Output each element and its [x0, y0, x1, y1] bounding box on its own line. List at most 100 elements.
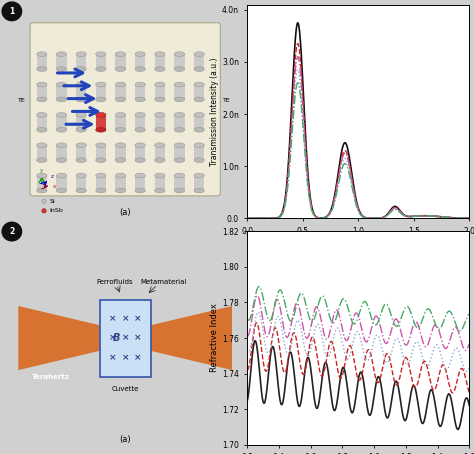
Text: ×: × [109, 314, 116, 323]
Bar [194, 145, 204, 160]
Bar [56, 115, 67, 130]
Ellipse shape [155, 67, 165, 71]
Ellipse shape [135, 188, 146, 193]
Text: 2: 2 [9, 227, 15, 236]
Ellipse shape [174, 82, 185, 87]
Bar [115, 54, 126, 69]
Bar [115, 115, 126, 130]
Bar [135, 84, 146, 99]
Bar [174, 176, 185, 191]
Bar [100, 300, 151, 376]
Ellipse shape [194, 158, 204, 163]
Ellipse shape [155, 82, 165, 87]
Polygon shape [151, 306, 232, 370]
Ellipse shape [76, 82, 86, 87]
Ellipse shape [36, 52, 47, 56]
Text: ×: × [121, 353, 129, 362]
Ellipse shape [174, 173, 185, 178]
Ellipse shape [96, 158, 106, 163]
Ellipse shape [115, 67, 126, 71]
Ellipse shape [56, 173, 67, 178]
Ellipse shape [155, 158, 165, 163]
Ellipse shape [135, 128, 146, 132]
Ellipse shape [56, 188, 67, 193]
Ellipse shape [194, 97, 204, 102]
Ellipse shape [174, 97, 185, 102]
Ellipse shape [174, 52, 185, 56]
Bar [174, 115, 185, 130]
Ellipse shape [174, 158, 185, 163]
Ellipse shape [96, 67, 106, 71]
Ellipse shape [135, 82, 146, 87]
Bar [194, 115, 204, 130]
Ellipse shape [155, 52, 165, 56]
Bar [36, 145, 47, 160]
Ellipse shape [174, 128, 185, 132]
Bar [194, 84, 204, 99]
Ellipse shape [174, 113, 185, 117]
Ellipse shape [56, 128, 67, 132]
Ellipse shape [56, 67, 67, 71]
Bar [96, 84, 106, 99]
Text: ×: × [134, 314, 142, 323]
Ellipse shape [36, 158, 47, 163]
Bar [36, 54, 47, 69]
Bar [115, 84, 126, 99]
Ellipse shape [194, 143, 204, 148]
Ellipse shape [76, 128, 86, 132]
Ellipse shape [155, 113, 165, 117]
Text: x: x [53, 184, 56, 189]
Ellipse shape [155, 143, 165, 148]
Bar [96, 54, 106, 69]
Ellipse shape [194, 82, 204, 87]
Ellipse shape [115, 128, 126, 132]
Text: TE: TE [223, 98, 231, 103]
Ellipse shape [135, 158, 146, 163]
Ellipse shape [36, 97, 47, 102]
Ellipse shape [36, 143, 47, 148]
Text: (b): (b) [352, 350, 365, 359]
Ellipse shape [174, 67, 185, 71]
Ellipse shape [174, 188, 185, 193]
Bar [56, 54, 67, 69]
Text: Ferrofluids: Ferrofluids [96, 280, 133, 286]
Ellipse shape [135, 143, 146, 148]
Text: ×: × [109, 353, 116, 362]
Text: InSb: InSb [49, 208, 63, 213]
Bar [76, 54, 86, 69]
Bar [76, 115, 86, 130]
Bar [76, 145, 86, 160]
Bar [96, 145, 106, 160]
Text: Metamaterial: Metamaterial [140, 280, 187, 286]
Bar [76, 176, 86, 191]
Text: Terahertz: Terahertz [31, 374, 69, 380]
Text: (a): (a) [119, 435, 131, 444]
Ellipse shape [76, 158, 86, 163]
Y-axis label: Refractive Index: Refractive Index [210, 304, 219, 372]
Bar [194, 176, 204, 191]
Text: z: z [50, 174, 53, 179]
Ellipse shape [96, 52, 106, 56]
Ellipse shape [115, 113, 126, 117]
Ellipse shape [115, 143, 126, 148]
Bar [135, 115, 146, 130]
Bar [76, 84, 86, 99]
Text: B: B [113, 333, 120, 343]
Bar [135, 176, 146, 191]
Text: y: y [40, 168, 44, 173]
Legend: 0 mT, 52 mT, 99 mT, 147 mT, 194 mT: 0 mT, 52 mT, 99 mT, 147 mT, 194 mT [251, 304, 347, 326]
Text: ×: × [121, 334, 129, 342]
Ellipse shape [76, 67, 86, 71]
Bar [194, 54, 204, 69]
Ellipse shape [194, 52, 204, 56]
Ellipse shape [96, 128, 106, 132]
Text: ×: × [109, 334, 116, 342]
Ellipse shape [194, 173, 204, 178]
Ellipse shape [96, 82, 106, 87]
Ellipse shape [135, 173, 146, 178]
Bar [135, 145, 146, 160]
Bar [115, 176, 126, 191]
Ellipse shape [76, 97, 86, 102]
Ellipse shape [135, 113, 146, 117]
Bar [155, 145, 165, 160]
